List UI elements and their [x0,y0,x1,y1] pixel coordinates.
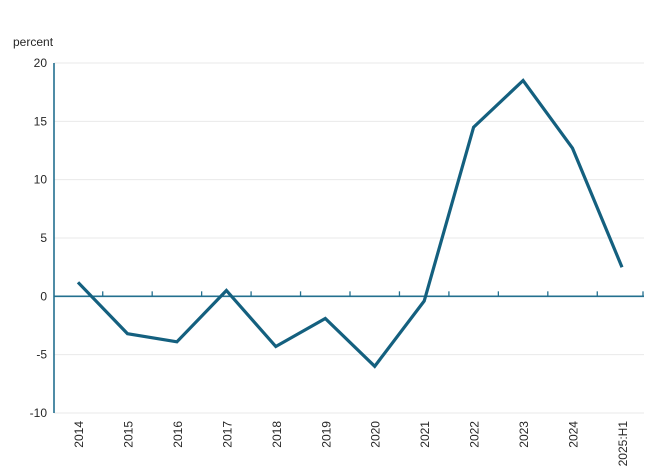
y-tick-label: -10 [30,406,48,420]
y-tick-label: 20 [34,56,48,70]
data-line [76,78,624,369]
x-tick-label: 2021 [418,421,432,448]
x-tick-label: 2018 [270,421,284,448]
x-tick-label: 2015 [121,421,135,448]
zero-axis [54,291,644,298]
x-tick-label: 2019 [319,421,333,448]
y-tick-labels: 20 15 10 5 0 -5 -10 [30,56,48,420]
y-tick-label: 15 [34,114,48,128]
y-tick-label: 0 [40,289,47,303]
x-tick-label: 2017 [220,421,234,448]
x-tick-label: 2025:H1 [616,421,630,467]
y-tick-label: 10 [34,173,48,187]
x-tick-label: 2014 [72,421,86,448]
y-tick-label: -5 [36,348,47,362]
y-tick-label: 5 [40,231,47,245]
x-tick-label: 2024 [567,421,581,448]
x-tick-label: 2020 [369,421,383,448]
x-tick-label: 2022 [468,421,482,448]
gridlines [54,62,644,414]
x-tick-labels: 2014 2015 2016 2017 2018 2019 2020 2021 2022 2023… [72,421,630,467]
x-tick-label: 2023 [517,421,531,448]
y-axis-unit-label: percent [13,35,54,49]
x-tick-label: 2016 [171,421,185,448]
